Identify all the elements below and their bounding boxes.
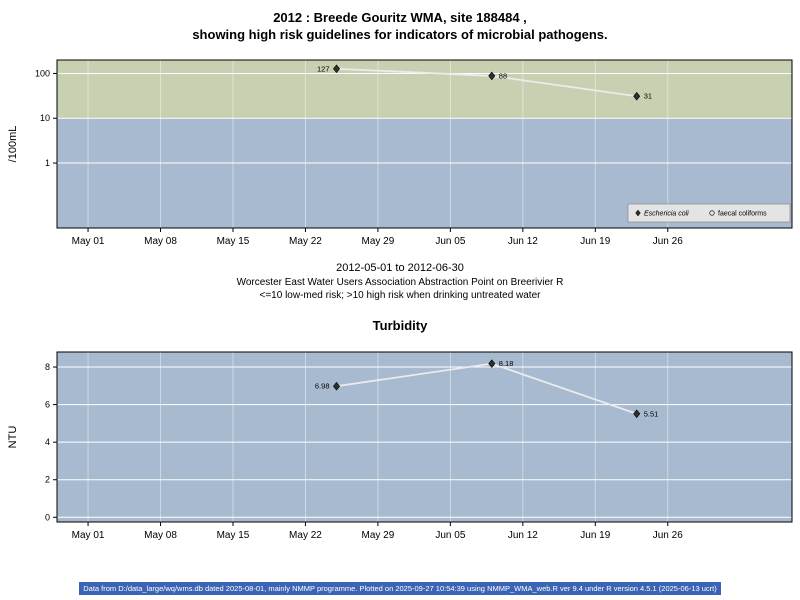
x-tick-label: May 01 — [72, 530, 105, 541]
ecoli-chart: May 01 May 08 May 15 May 22 May 29 Jun 05 Jun … — [7, 59, 793, 247]
data-point-label: 8.18 — [499, 359, 514, 368]
data-point-marker — [633, 91, 641, 101]
footer: Data from D:/data_large/wq/wms.db dated … — [0, 578, 800, 596]
data-point-marker — [488, 71, 496, 81]
caption-site-description: Worcester East Water Users Association A… — [236, 277, 564, 288]
y-tick-label: 1 — [45, 158, 50, 168]
data-point-label: 5.51 — [644, 409, 659, 418]
y-tick-label: 6 — [45, 400, 50, 410]
legend-label: Eschericia coli — [644, 211, 689, 218]
x-tick-label: Jun 19 — [580, 236, 610, 247]
legend-circle-icon — [709, 210, 715, 216]
y-axis-title: NTU — [7, 426, 19, 449]
turbidity-chart: May 01 May 08 May 15 May 22 May 29 Jun 05 Jun … — [7, 351, 793, 541]
x-tick-label: May 08 — [144, 530, 177, 541]
x-tick-label: Jun 26 — [653, 236, 683, 247]
data-point-marker — [488, 359, 496, 368]
legend-label: faecal coliforms — [718, 211, 767, 218]
main-title-line2: showing high risk guidelines for indicat… — [192, 27, 608, 42]
x-tick-label: Jun 12 — [508, 236, 538, 247]
plot-border — [56, 351, 793, 523]
x-tick-label: May 01 — [72, 236, 105, 247]
y-tick-label: 4 — [45, 437, 50, 447]
y-tick-label: 0 — [45, 512, 50, 522]
legend-box — [627, 203, 791, 223]
data-point-label: 88 — [499, 71, 507, 80]
y-tick-label: 100 — [35, 68, 50, 78]
high-risk-band — [57, 60, 792, 119]
x-tick-label: May 22 — [289, 236, 322, 247]
x-tick-label: May 15 — [217, 530, 250, 541]
turbidity-title: Turbidity — [372, 318, 428, 333]
x-tick-label: Jun 26 — [653, 530, 683, 541]
data-point-label: 6.98 — [315, 382, 330, 391]
data-point-label: 31 — [644, 92, 652, 101]
y-tick-label: 10 — [40, 113, 50, 123]
y-tick-label: 2 — [45, 475, 50, 485]
x-tick-label: May 15 — [217, 236, 250, 247]
data-point-label: 127 — [317, 64, 330, 73]
data-point-marker — [333, 381, 340, 391]
x-tick-label: May 29 — [362, 236, 395, 247]
x-tick-label: Jun 05 — [435, 236, 465, 247]
x-tick-label: May 08 — [144, 236, 177, 247]
plot-border — [56, 59, 793, 229]
caption-date-range: 2012-05-01 to 2012-06-30 — [336, 262, 464, 274]
plot-background — [57, 352, 792, 522]
y-axis-title: /100mL — [7, 126, 19, 163]
caption-risk-note: <=10 low-med risk; >10 high risk when dr… — [259, 290, 541, 301]
y-tick-label: 8 — [45, 362, 50, 372]
footer-provenance-text: Data from D:/data_large/wq/wms.db dated … — [79, 582, 721, 595]
x-tick-label: Jun 05 — [435, 530, 465, 541]
data-point-marker — [333, 64, 340, 74]
legend-diamond-icon — [635, 209, 641, 217]
x-tick-label: May 29 — [362, 530, 395, 541]
data-point-marker — [633, 409, 641, 419]
x-tick-label: May 22 — [289, 530, 322, 541]
main-title-line1: 2012 : Breede Gouritz WMA, site 188484 , — [273, 10, 527, 25]
x-tick-label: Jun 12 — [508, 530, 538, 541]
x-tick-label: Jun 19 — [580, 530, 610, 541]
